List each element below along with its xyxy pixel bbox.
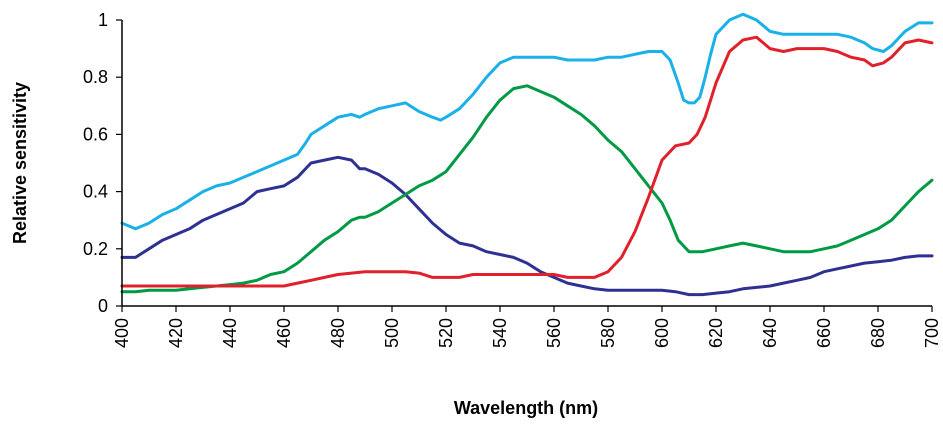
y-tick-label: 0 [98,296,108,316]
x-tick-label: 680 [868,318,888,348]
x-tick-label: 440 [220,318,240,348]
series-layer [120,12,934,297]
x-tick-label: 480 [328,318,348,348]
x-tick-label: 620 [706,318,726,348]
x-tick-label: 580 [598,318,618,348]
x-tick-label: 420 [166,318,186,348]
x-tick-label: 700 [922,318,942,348]
x-tick-label: 660 [814,318,834,348]
series-line-3 [120,84,934,294]
x-axis-title: Wavelength (nm) [454,398,598,418]
x-tick-label: 540 [490,318,510,348]
series-line-1 [120,12,934,231]
y-tick-label: 0.2 [83,239,108,259]
x-tick-label: 640 [760,318,780,348]
y-ticks: 0 0.2 0.4 0.6 0.8 1 [83,10,122,316]
x-tick-label: 600 [652,318,672,348]
x-tick-label: 460 [274,318,294,348]
y-tick-label: 1 [98,10,108,30]
y-tick-label: 0.4 [83,182,108,202]
x-tick-label: 520 [436,318,456,348]
y-tick-label: 0.8 [83,67,108,87]
y-axis-title: Relative sensitivity [10,82,30,244]
x-tick-label: 400 [112,318,132,348]
x-tick-label: 560 [544,318,564,348]
series-line-4 [120,35,934,288]
x-tick-label: 500 [382,318,402,348]
series-line-2 [120,155,934,297]
y-tick-label: 0.6 [83,124,108,144]
x-ticks: 400 420 440 460 480 500 520 540 560 580 600 620 640 6… [112,306,942,348]
